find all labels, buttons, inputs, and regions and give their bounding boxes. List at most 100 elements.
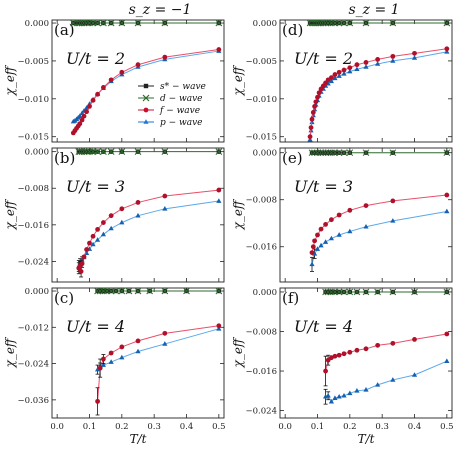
f-wave-marker (101, 85, 106, 90)
f-wave-marker (336, 212, 342, 218)
y-tick-label: −0.036 (18, 396, 49, 406)
f-wave-marker (135, 338, 141, 344)
f-wave-marker (332, 353, 338, 359)
d-wave-marker (146, 287, 153, 295)
d-wave-marker (118, 148, 126, 156)
f-wave-marker (216, 187, 222, 193)
f-wave-marker (347, 349, 353, 355)
x-tick-label: 0.0 (50, 422, 64, 432)
p-wave-marker (363, 387, 369, 392)
f-wave-marker (363, 60, 369, 65)
x-tick-label: 0.3 (375, 422, 389, 432)
f-wave-marker (87, 103, 92, 109)
f-wave-marker (95, 227, 100, 232)
f-wave-marker (84, 109, 89, 115)
y-tick-label: −0.010 (246, 95, 277, 105)
f-wave-marker (119, 69, 125, 75)
d-wave-marker (389, 19, 397, 27)
x-tick-label: 0.2 (115, 422, 129, 432)
panel-label: (f) (282, 289, 299, 307)
p-wave-marker (354, 388, 360, 393)
panel-label: (b) (54, 149, 75, 167)
f-wave-marker (101, 356, 106, 362)
x-tick-label: 0.1 (311, 422, 325, 432)
y-tick-label: −0.010 (18, 95, 49, 105)
p-wave-marker (328, 235, 335, 241)
panel-frame (51, 287, 225, 419)
f-wave-marker (95, 91, 100, 97)
x-tick-label: 0.0 (278, 422, 292, 432)
d-wave-marker (362, 288, 370, 296)
legend-marker (142, 94, 150, 102)
f-wave-marker (308, 125, 314, 131)
f-wave-marker (309, 116, 315, 122)
y-tick-label: −0.015 (246, 133, 277, 143)
panel-e: 0.000 −0.008 −0.016 (e) U/t = 3 χ_eff (231, 147, 453, 283)
d-wave-marker (125, 287, 133, 295)
d-wave-marker (161, 287, 169, 295)
x-tick-label: 0.5 (440, 422, 454, 432)
x-tick-label: 0.4 (408, 422, 422, 432)
p-wave-marker (135, 212, 141, 218)
p-wave-marker (94, 366, 101, 372)
p-wave-marker (354, 66, 360, 72)
f-wave-marker (78, 269, 84, 274)
f-wave-marker (347, 65, 353, 71)
d-wave-marker (107, 287, 115, 295)
p-wave-marker (341, 392, 347, 398)
y-axis-label: χ_eff (3, 336, 17, 368)
x-tick-label: 0.5 (212, 422, 226, 432)
panel-frame (51, 147, 225, 283)
f-wave-marker (363, 203, 369, 208)
d-wave-marker (107, 19, 115, 27)
f-wave-marker (162, 193, 168, 199)
f-wave-marker (97, 365, 103, 371)
x-tick-label: 0.4 (180, 422, 194, 432)
legend-marker (143, 119, 149, 124)
f-wave-marker (313, 99, 319, 105)
p-wave-marker (336, 232, 342, 237)
legend-label: d − wave (160, 94, 203, 104)
panel-annotation: U/t = 3 (66, 177, 125, 196)
f-wave-line (78, 189, 219, 272)
f-wave-marker (216, 47, 222, 52)
f-wave-marker (354, 62, 360, 68)
column-title-left: s_z = −1 (129, 2, 192, 18)
p-wave-marker (347, 68, 353, 74)
f-wave-marker (108, 77, 114, 83)
y-tick-label: −0.012 (18, 323, 49, 333)
column-title-right: s_z = 1 (348, 2, 399, 18)
f-wave-marker (336, 352, 342, 358)
f-wave-marker (412, 337, 417, 342)
f-wave-marker (341, 351, 347, 357)
x-tick-label: 0.2 (343, 422, 357, 432)
y-tick-label: 0.000 (25, 287, 49, 297)
d-wave-marker (443, 288, 451, 296)
f-wave-marker (323, 368, 328, 374)
p-wave-marker (341, 71, 347, 76)
y-tick-label: −0.015 (18, 133, 49, 143)
f-wave-marker (375, 57, 381, 62)
d-wave-marker (340, 288, 348, 296)
legend: s* − wave d − wave f − wave p − wave (138, 82, 206, 128)
d-wave-marker (389, 149, 397, 157)
y-tick-label: −0.008 (246, 196, 277, 206)
d-wave-marker (374, 288, 381, 296)
f-wave-marker (135, 200, 141, 205)
d-wave-marker (335, 288, 343, 296)
p-wave-marker (375, 382, 381, 387)
p-wave-marker (135, 348, 141, 354)
p-wave-marker (390, 218, 396, 223)
f-wave-marker (375, 342, 381, 348)
f-wave-marker (79, 117, 85, 123)
p-wave-marker (309, 261, 315, 267)
d-wave-marker (340, 19, 348, 27)
f-wave-marker (162, 330, 168, 336)
y-tick-label: −0.016 (246, 367, 277, 377)
legend-label: s* − wave (160, 82, 206, 92)
d-wave-marker (215, 287, 223, 295)
d-wave-marker (346, 288, 354, 296)
f-wave-marker (95, 398, 100, 404)
p-wave-marker (119, 219, 125, 225)
p-wave-marker (363, 223, 369, 229)
